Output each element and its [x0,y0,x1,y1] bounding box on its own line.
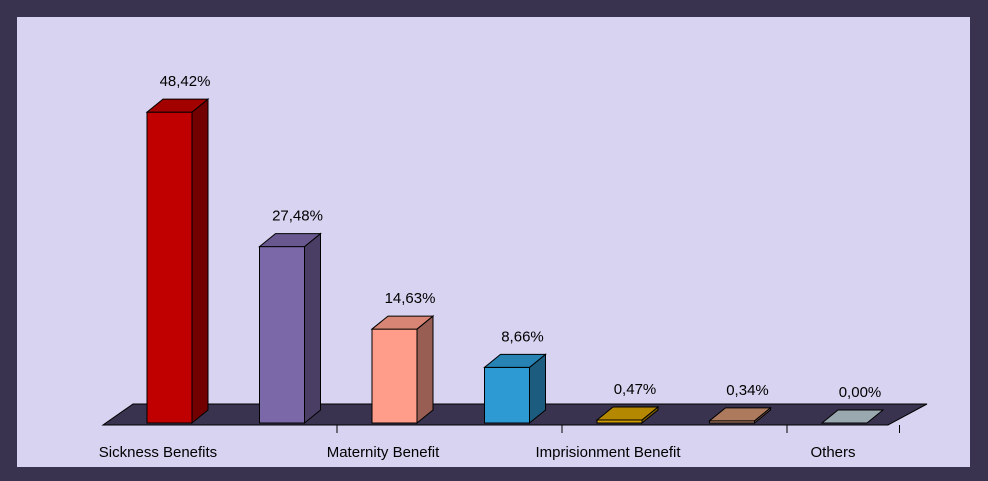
x-tick-label: Others [810,444,855,461]
bar-top [370,315,435,330]
value-label: 27,48% [272,208,323,225]
x-tick-label: Maternity Benefit [327,444,440,461]
bar-side [416,315,434,425]
value-label: 0,34% [726,382,769,399]
value-label: 8,66% [501,328,544,345]
bar-top [708,407,772,422]
bar-top [258,233,322,248]
bar-top [595,406,660,421]
bar-front [484,366,530,424]
bar-front [146,111,193,424]
value-label: 48,42% [160,73,211,90]
bar-front [371,328,418,424]
bar-top [483,353,547,368]
bar-top [820,409,885,424]
bar-side [304,232,321,425]
value-label: 0,47% [614,381,657,398]
value-label: 14,63% [385,290,436,307]
bar-side [191,98,209,425]
x-tick-label: Sickness Benefits [99,444,217,461]
bar-front [259,246,305,424]
x-tick-label: Imprisionment Benefit [535,444,681,461]
bar-top [145,98,210,113]
value-label: 0,00% [839,384,882,401]
